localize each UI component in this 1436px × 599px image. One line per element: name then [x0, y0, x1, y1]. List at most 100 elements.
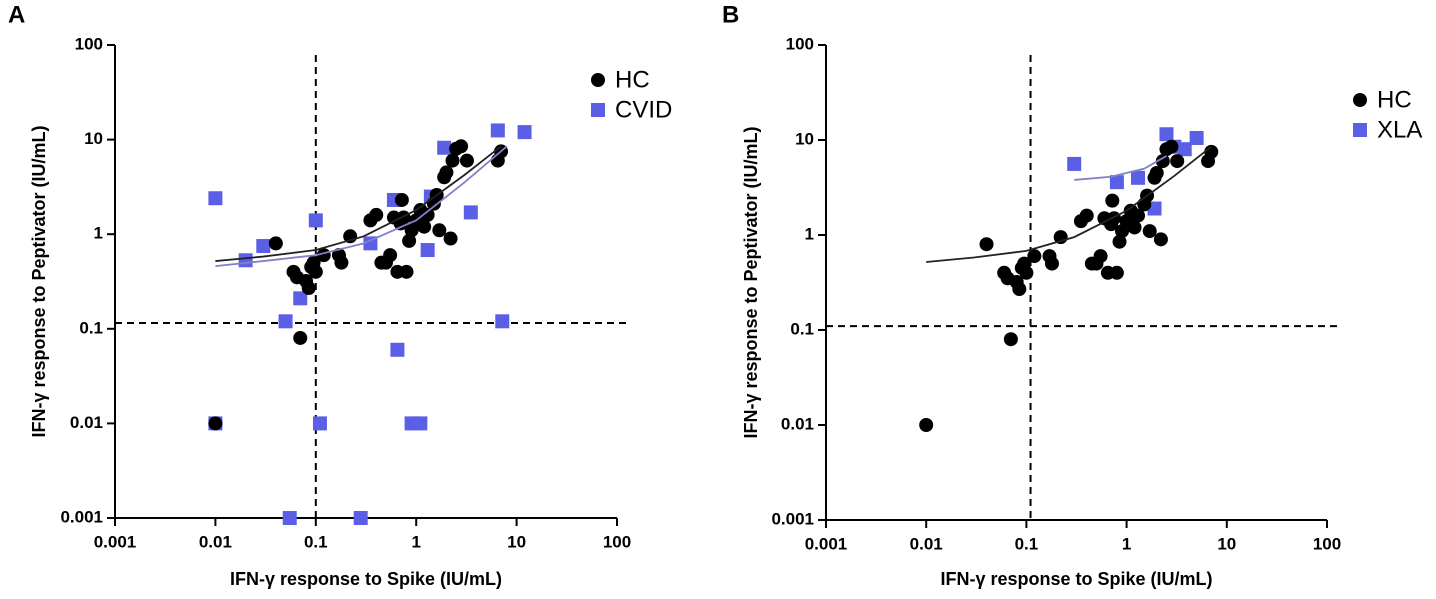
marker: [1177, 142, 1192, 157]
marker: [495, 314, 510, 329]
x-tick-label: 0.01: [199, 532, 232, 551]
marker: [490, 123, 505, 138]
x-tick-label: 10: [1217, 534, 1236, 553]
marker: [312, 416, 327, 431]
fit-curve: [215, 145, 508, 267]
marker: [293, 291, 308, 306]
y-tick-label: 0.01: [70, 413, 103, 432]
marker: [369, 207, 384, 222]
legend-label: CVID: [615, 96, 672, 123]
marker: [432, 223, 447, 238]
marker: [1189, 130, 1204, 145]
y-tick-label: 0.1: [79, 318, 103, 337]
x-tick-label: 0.1: [1015, 534, 1039, 553]
marker: [1149, 165, 1164, 180]
y-tick-label: 1: [805, 224, 814, 243]
marker: [445, 153, 460, 168]
x-tick-label: 100: [1313, 534, 1341, 553]
marker: [1079, 208, 1094, 223]
marker: [394, 192, 409, 207]
legend-label: HC: [1377, 86, 1412, 113]
marker: [308, 213, 323, 228]
marker: [459, 153, 474, 168]
y-tick-label: 10: [84, 129, 103, 148]
marker: [1109, 265, 1124, 280]
marker: [1142, 224, 1157, 239]
fit-curve: [1074, 155, 1167, 181]
marker: [1159, 127, 1174, 142]
marker: [1153, 232, 1168, 247]
legend-marker: [591, 73, 605, 87]
legend-marker: [591, 103, 605, 117]
y-tick-label: 0.01: [781, 414, 814, 433]
marker: [443, 231, 458, 246]
x-tick-label: 0.01: [910, 534, 943, 553]
marker: [1093, 249, 1108, 264]
marker: [301, 280, 316, 295]
marker: [413, 416, 428, 431]
marker: [1107, 211, 1122, 226]
marker: [1012, 282, 1027, 297]
y-tick-label: 10: [795, 129, 814, 148]
marker: [517, 125, 532, 140]
marker: [1170, 154, 1185, 169]
marker: [1027, 249, 1042, 264]
y-tick-label: 100: [75, 34, 103, 53]
x-tick-label: 0.1: [304, 532, 328, 551]
y-tick-label: 0.001: [60, 507, 103, 526]
x-axis-title: IFN-γ response to Spike (IU/mL): [230, 569, 502, 589]
marker: [268, 236, 283, 251]
y-axis-title: IFN-γ response to Peptivator (IU/mL): [741, 126, 761, 438]
legend-label: HC: [615, 66, 650, 93]
panel: A 0.001 0.01 0.1 1 10 100 0.001 0.01 0.1 1 10 100 IFN…: [8, 1, 672, 588]
marker: [417, 219, 432, 234]
x-axis-title: IFN-γ response to Spike (IU/mL): [940, 569, 1212, 589]
marker: [208, 191, 223, 206]
marker: [399, 264, 414, 279]
panel: B 0.001 0.01 0.1 1 10 100 0.001 0.01 0.1 1 10 100 IFN…: [722, 1, 1422, 588]
marker: [439, 165, 454, 180]
marker: [208, 416, 223, 431]
marker: [1067, 156, 1082, 171]
x-tick-label: 1: [411, 532, 420, 551]
marker: [396, 210, 411, 225]
marker: [390, 342, 405, 357]
panel-label: A: [8, 1, 25, 28]
marker: [402, 233, 417, 248]
y-tick-label: 1: [94, 224, 103, 243]
x-tick-label: 1: [1122, 534, 1131, 553]
marker: [334, 255, 349, 270]
fit-curve: [926, 145, 1212, 263]
marker: [278, 314, 293, 329]
marker: [1131, 170, 1146, 185]
marker: [454, 139, 469, 154]
marker: [919, 418, 934, 432]
marker: [1155, 154, 1170, 169]
marker: [1131, 208, 1146, 223]
marker: [256, 239, 271, 254]
marker: [463, 205, 478, 220]
marker: [238, 253, 253, 268]
marker: [1105, 193, 1120, 208]
marker: [293, 330, 308, 345]
marker: [979, 237, 994, 252]
y-tick-label: 100: [786, 34, 814, 53]
marker: [437, 140, 452, 155]
x-tick-label: 10: [507, 532, 526, 551]
marker: [1003, 332, 1018, 347]
marker: [420, 243, 435, 258]
legend-label: XLA: [1377, 116, 1422, 143]
y-tick-label: 0.001: [771, 509, 814, 528]
marker: [420, 207, 435, 222]
marker: [1044, 256, 1059, 271]
x-tick-label: 0.001: [805, 534, 848, 553]
y-axis-title: IFN-γ response to Peptivator (IU/mL): [29, 125, 49, 437]
marker: [1127, 220, 1142, 235]
marker: [308, 264, 323, 279]
marker: [282, 511, 297, 525]
fit-curve: [215, 145, 502, 262]
y-tick-label: 0.1: [790, 319, 814, 338]
legend-marker: [1353, 93, 1367, 107]
marker: [1109, 175, 1124, 190]
